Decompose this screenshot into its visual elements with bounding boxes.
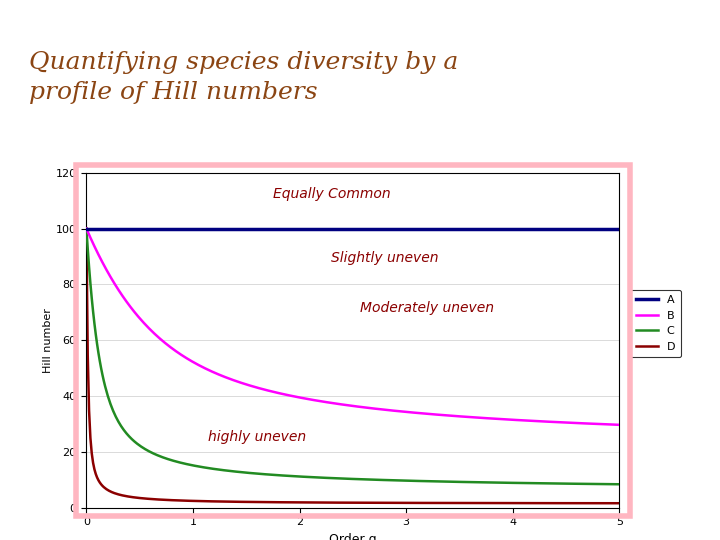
D [467,500,475,507]
B [467,414,475,421]
A [186,225,195,232]
A [469,225,478,232]
A [615,225,624,232]
A [296,225,305,232]
B [615,422,624,428]
Y-axis label: Hill number: Hill number [42,308,53,373]
C [469,479,478,485]
C [82,225,91,232]
B [146,327,155,333]
D [293,499,302,505]
B [293,394,302,400]
Line: D: D [86,228,619,503]
A [420,225,428,232]
C [146,449,155,455]
D [82,225,91,232]
A [472,225,481,232]
C [467,479,475,485]
D [146,496,155,502]
X-axis label: Order q: Order q [329,533,377,540]
D [615,500,624,507]
B [418,410,426,416]
D [418,500,426,506]
Line: C: C [86,228,619,484]
Text: Equally Common: Equally Common [273,187,390,201]
Text: Quantifying species diversity by a
profile of Hill numbers: Quantifying species diversity by a profi… [29,51,458,104]
A [146,225,155,232]
A [258,225,267,232]
D [256,499,264,505]
D [469,500,478,507]
B [469,414,478,421]
A [82,225,91,232]
C [615,481,624,488]
B [256,385,264,392]
B [82,225,91,232]
Text: Slightly uneven: Slightly uneven [331,251,438,265]
C [418,478,426,484]
Line: B: B [86,228,619,425]
Legend: A, B, C, D: A, B, C, D [630,289,681,357]
C [293,473,302,480]
Text: highly uneven: highly uneven [208,430,306,444]
C [256,471,264,477]
Text: Moderately uneven: Moderately uneven [361,301,495,315]
A [189,225,197,232]
